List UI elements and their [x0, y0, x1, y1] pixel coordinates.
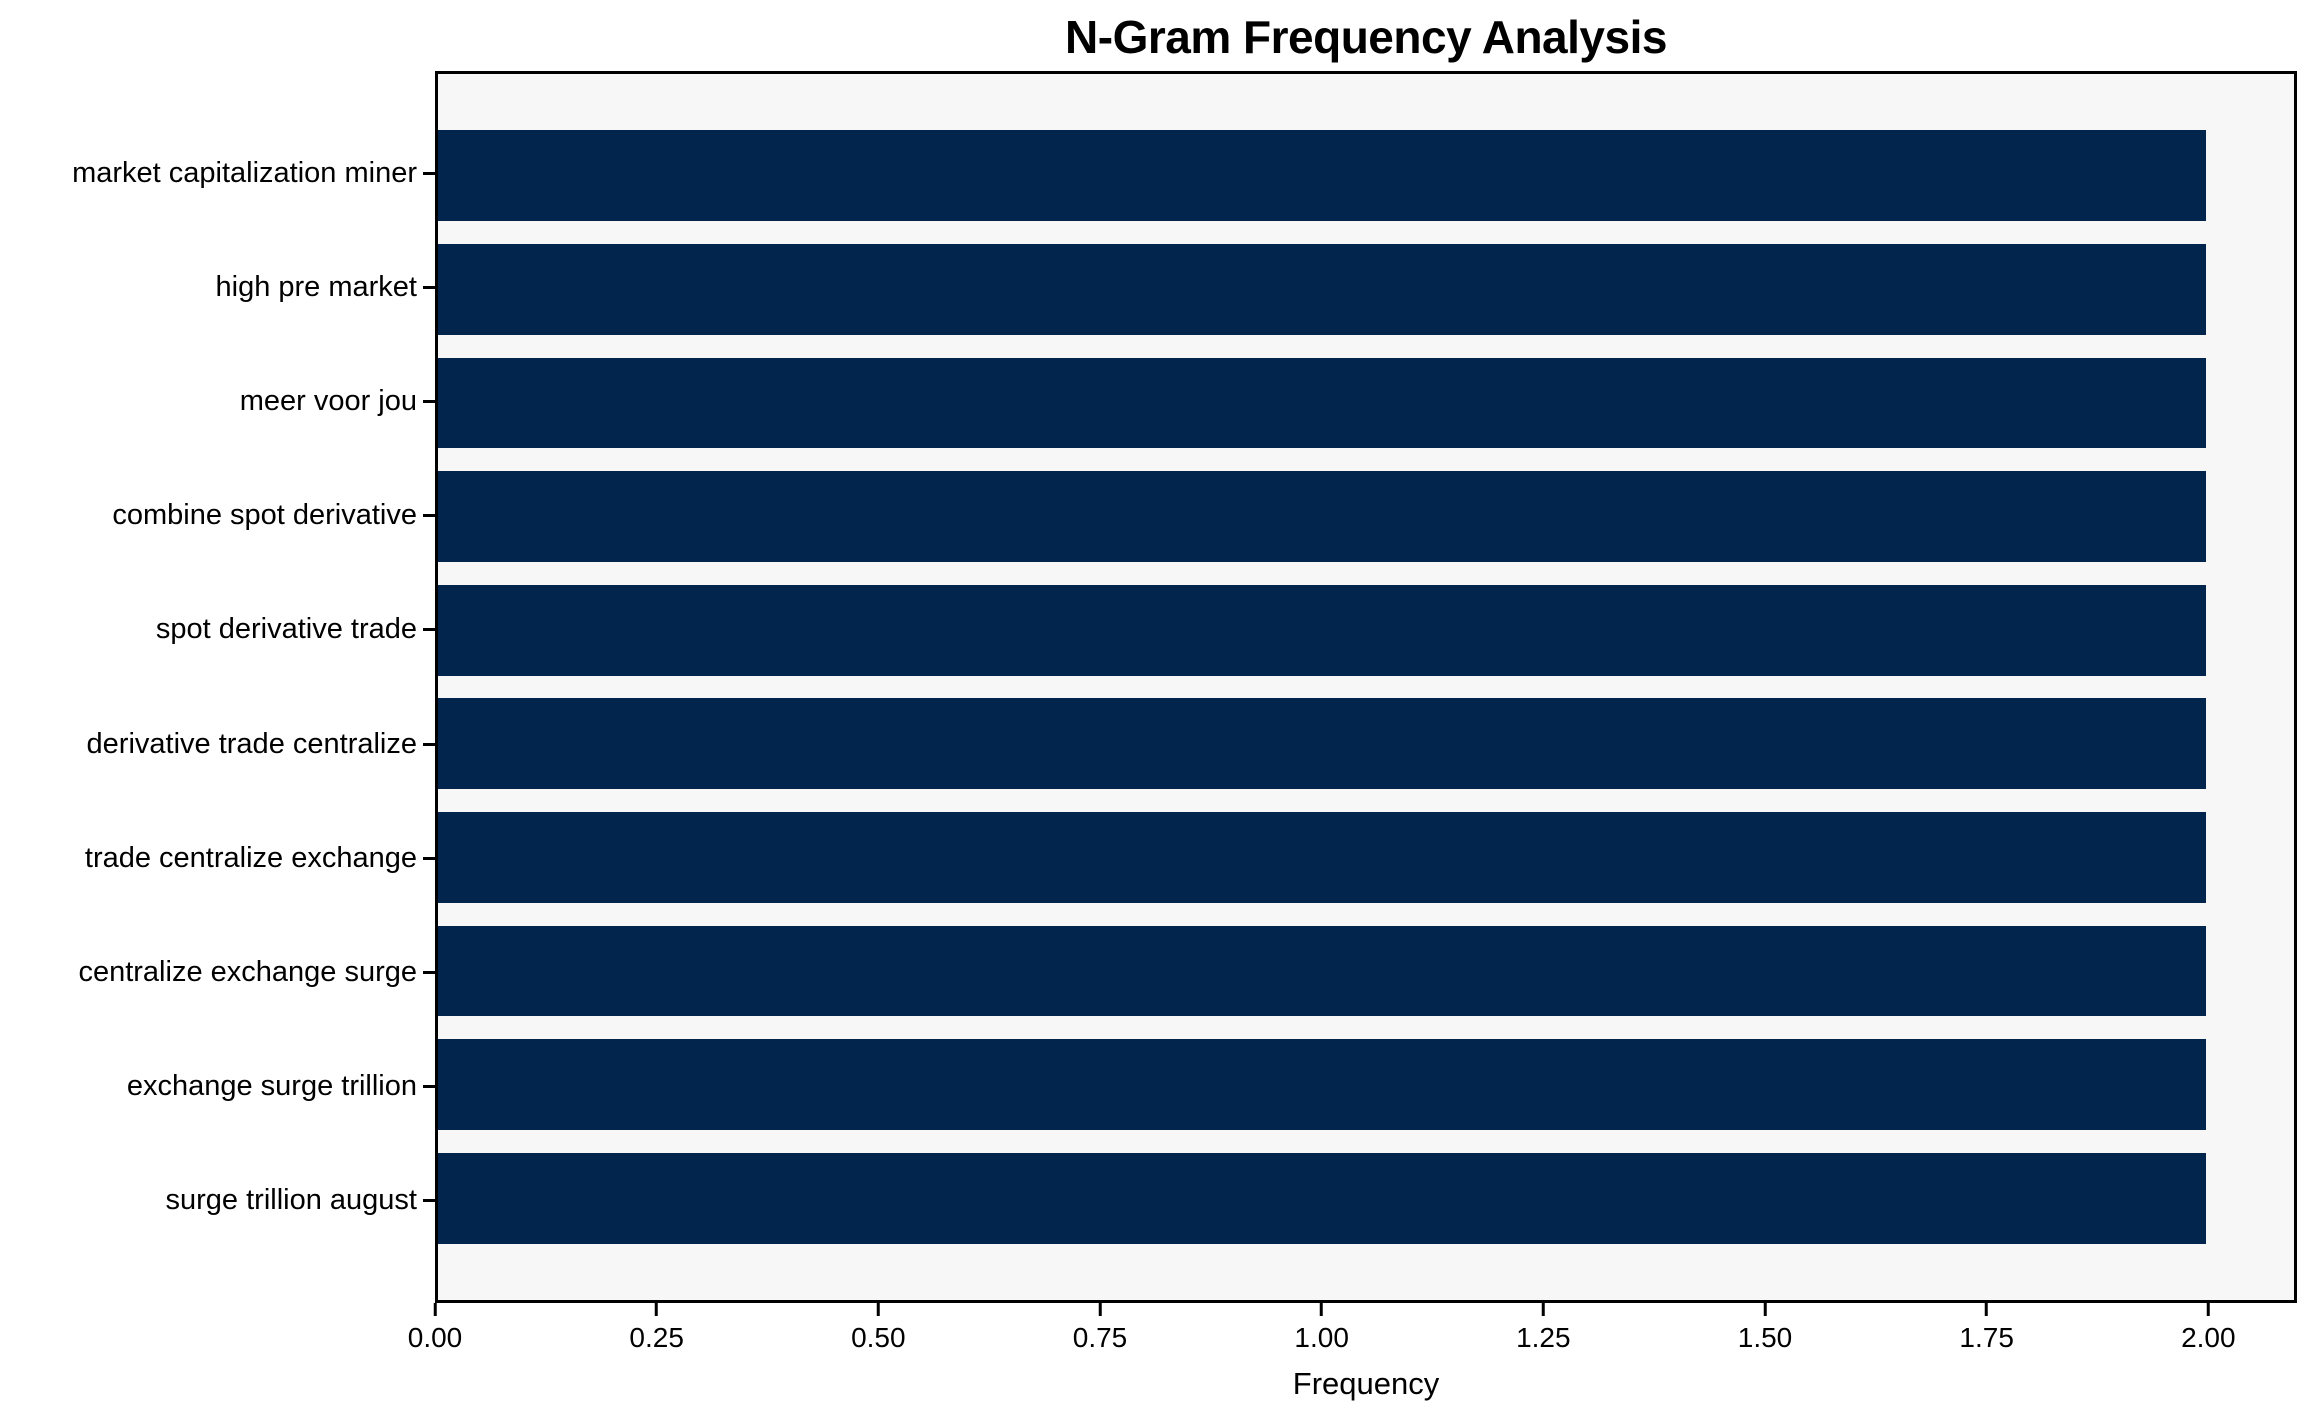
x-tick-label: 1.50 — [1737, 1322, 1793, 1353]
x-tick: 1.50 — [1737, 1303, 1793, 1354]
y-label-row: trade centralize exchange — [0, 801, 435, 915]
x-tick-mark — [1098, 1303, 1102, 1316]
x-axis: 0.00 0.25 0.50 0.75 1.00 1.25 1.50 1.75 2.00 — [408, 1303, 2297, 1383]
x-tick-label: 2.00 — [2181, 1322, 2236, 1353]
x-tick-mark — [1320, 1303, 1324, 1316]
category-label: surge trillion august — [165, 1184, 417, 1217]
y-label-row: spot derivative trade — [0, 573, 435, 687]
x-tick-label: 1.25 — [1516, 1322, 1571, 1353]
y-label-row: high pre market — [0, 230, 435, 344]
bar — [438, 357, 2206, 449]
y-label-row: market capitalization miner — [0, 116, 435, 230]
bar — [438, 925, 2206, 1017]
category-label: market capitalization miner — [72, 156, 417, 189]
x-tick-label: 1.00 — [1294, 1322, 1349, 1353]
y-label-row: centralize exchange surge — [0, 915, 435, 1029]
bar-row — [438, 801, 2294, 915]
y-tick-mark — [423, 742, 435, 746]
x-tick-label: 0.25 — [629, 1322, 684, 1353]
bar-row — [438, 573, 2294, 687]
bar — [438, 698, 2206, 790]
y-label-row: surge trillion august — [0, 1144, 435, 1258]
y-tick-mark — [423, 514, 435, 518]
x-tick-mark — [2206, 1303, 2210, 1316]
y-tick-mark — [423, 628, 435, 632]
x-tick: 0.50 — [851, 1303, 906, 1354]
y-label-row: derivative trade centralize — [0, 687, 435, 801]
bar-row — [438, 1028, 2294, 1142]
x-tick-mark — [1763, 1303, 1767, 1316]
y-label-row: meer voor jou — [0, 344, 435, 458]
x-tick: 0.25 — [629, 1303, 684, 1354]
y-tick-mark — [423, 285, 435, 289]
x-tick-label: 0.50 — [851, 1322, 906, 1353]
bar-row — [438, 460, 2294, 574]
x-tick-mark — [1985, 1303, 1989, 1316]
x-tick-mark — [655, 1303, 659, 1316]
y-axis-labels: market capitalization miner high pre mark… — [0, 116, 435, 1258]
x-tick-label: 1.75 — [1959, 1322, 2014, 1353]
bars — [438, 119, 2294, 1255]
category-label: trade centralize exchange — [84, 841, 417, 874]
y-tick-mark — [423, 171, 435, 175]
x-tick: 0.00 — [407, 1303, 463, 1354]
bar-row — [438, 233, 2294, 347]
chart-title: N-Gram Frequency Analysis — [1065, 11, 1667, 63]
y-tick-mark — [423, 400, 435, 403]
x-tick: 2.00 — [2181, 1303, 2236, 1354]
bar-row — [438, 346, 2294, 460]
bar — [438, 811, 2206, 903]
x-tick-mark — [433, 1303, 437, 1316]
category-label: derivative trade centralize — [86, 727, 417, 760]
x-tick: 1.25 — [1516, 1303, 1571, 1354]
y-tick-mark — [423, 1199, 435, 1203]
x-tick: 0.75 — [1072, 1303, 1128, 1354]
category-label: meer voor jou — [239, 385, 417, 417]
y-tick-mark — [423, 971, 435, 975]
bar — [438, 471, 2206, 563]
y-label-row: combine spot derivative — [0, 459, 435, 573]
bar — [438, 130, 2206, 222]
bar-row — [438, 1141, 2294, 1255]
category-label: centralize exchange surge — [78, 956, 417, 989]
x-tick-mark — [1541, 1303, 1545, 1316]
category-label: high pre market — [215, 270, 418, 303]
bar-row — [438, 687, 2294, 801]
y-tick-mark — [423, 1085, 435, 1089]
plot-area — [435, 71, 2297, 1303]
bar — [438, 584, 2206, 676]
category-label: spot derivative trade — [155, 613, 417, 646]
y-tick-mark — [423, 856, 435, 860]
category-label: exchange surge trillion — [126, 1070, 417, 1103]
x-tick-mark — [876, 1303, 880, 1316]
y-label-row: exchange surge trillion — [0, 1030, 435, 1144]
bar — [438, 243, 2206, 335]
x-axis-title: Frequency — [1292, 1366, 1440, 1401]
bar — [438, 1152, 2206, 1244]
bar-row — [438, 914, 2294, 1028]
x-tick: 1.75 — [1959, 1303, 2014, 1354]
category-label: combine spot derivative — [112, 499, 417, 532]
x-tick: 1.00 — [1294, 1303, 1349, 1354]
bar-row — [438, 119, 2294, 233]
bar — [438, 1039, 2206, 1130]
x-tick-label: 0.00 — [407, 1322, 463, 1353]
x-tick-label: 0.75 — [1072, 1322, 1128, 1353]
